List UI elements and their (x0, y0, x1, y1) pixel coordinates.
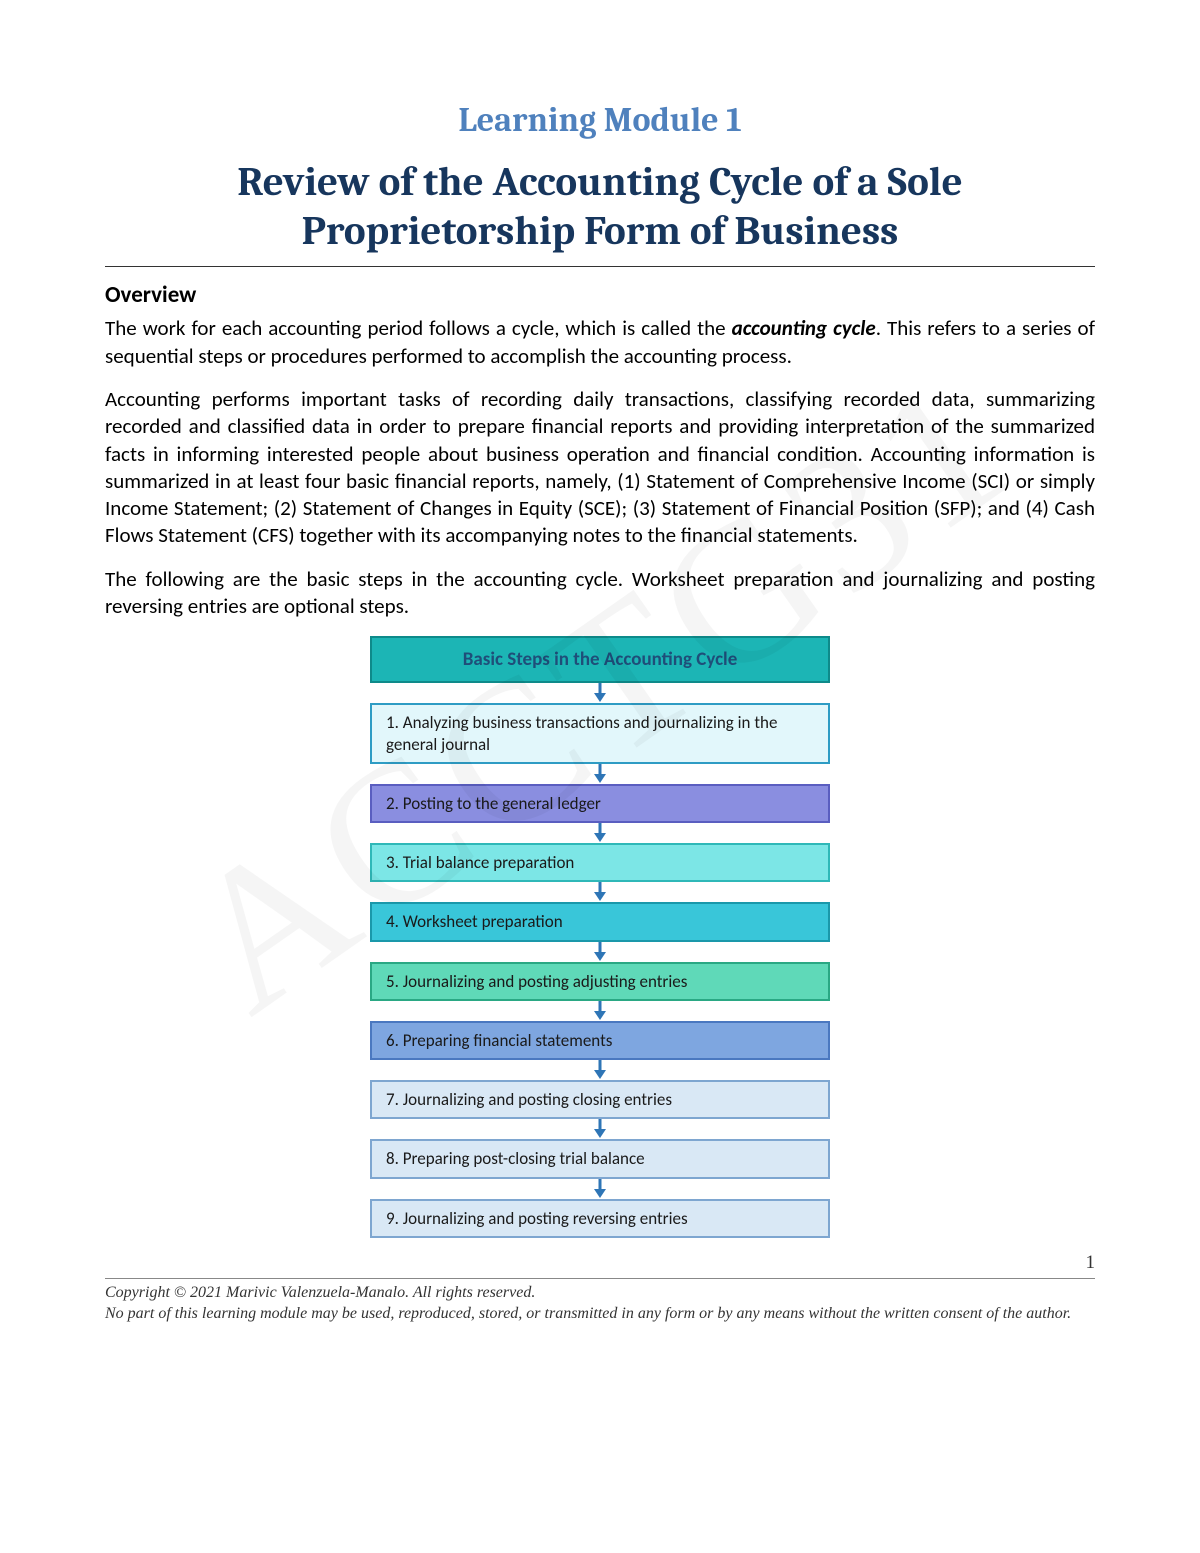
notice-line: No part of this learning module may be u… (105, 1304, 1095, 1325)
down-arrow-icon (590, 764, 610, 784)
down-arrow-icon (590, 942, 610, 962)
step-box-5: 5. Journalizing and posting adjusting en… (370, 962, 830, 1001)
overview-para-1: The work for each accounting period foll… (105, 315, 1095, 370)
overview-para-2: Accounting performs important tasks of r… (105, 386, 1095, 550)
accounting-cycle-diagram: Basic Steps in the Accounting Cycle 1. An… (105, 636, 1095, 1238)
para1-term: accounting cycle (732, 315, 876, 341)
step-box-3: 3. Trial balance preparation (370, 843, 830, 882)
step-box-2: 2. Posting to the general ledger (370, 784, 830, 823)
step-box-6: 6. Preparing financial statements (370, 1021, 830, 1060)
page-number: 1 (1086, 1251, 1096, 1276)
step-box-9: 9. Journalizing and posting reversing en… (370, 1199, 830, 1238)
module-label: Learning Module 1 (105, 100, 1095, 140)
down-arrow-icon (590, 1060, 610, 1080)
overview-para-3: The following are the basic steps in the… (105, 566, 1095, 621)
down-arrow-icon (590, 1119, 610, 1139)
step-box-8: 8. Preparing post-closing trial balance (370, 1139, 830, 1178)
step-box-7: 7. Journalizing and posting closing entr… (370, 1080, 830, 1119)
down-arrow-icon (590, 1179, 610, 1199)
step-box-4: 4. Worksheet preparation (370, 902, 830, 941)
diagram-header: Basic Steps in the Accounting Cycle (370, 636, 830, 683)
down-arrow-icon (590, 882, 610, 902)
main-title: Review of the Accounting Cycle of a Sole… (105, 158, 1095, 267)
down-arrow-icon (590, 823, 610, 843)
footer: 1 Copyright © 2021 Marivic Valenzuela-Ma… (105, 1278, 1095, 1325)
copyright-line: Copyright © 2021 Marivic Valenzuela-Mana… (105, 1283, 1095, 1304)
overview-heading: Overview (105, 281, 1095, 309)
down-arrow-icon (590, 1001, 610, 1021)
step-box-1: 1. Analyzing business transactions and j… (370, 703, 830, 764)
para1-pre: The work for each accounting period foll… (105, 315, 732, 341)
down-arrow-icon (590, 683, 610, 703)
